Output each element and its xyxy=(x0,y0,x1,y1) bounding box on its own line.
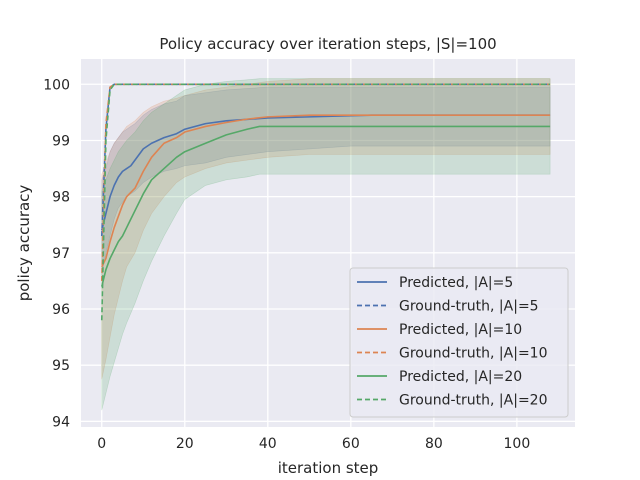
band-predicted-a-10 xyxy=(101,78,551,380)
y-tick-labels: 94 95 96 97 98 99 100 xyxy=(43,77,70,430)
series-lines xyxy=(100,83,551,321)
legend-label-predicted-a-5: Predicted, |A|=5 xyxy=(399,275,513,291)
y-tick-label: 96 xyxy=(52,302,70,318)
y-tick-label: 94 xyxy=(52,414,70,430)
grid xyxy=(81,59,575,427)
legend-label-predicted-a-20: Predicted, |A|=20 xyxy=(399,369,522,385)
chart-title: Policy accuracy over iteration steps, |S… xyxy=(159,35,496,53)
x-tick-labels: 0 20 40 60 80 100 xyxy=(97,436,530,452)
legend-label-predicted-a-10: Predicted, |A|=10 xyxy=(399,322,522,338)
band-predicted-a-20 xyxy=(101,78,551,411)
x-tick-label: 0 xyxy=(97,436,106,452)
legend-label-ground-truth-a-5: Ground-truth, |A|=5 xyxy=(399,299,539,315)
y-axis-label: policy accuracy xyxy=(15,185,33,302)
legend: Predicted, |A|=5 Ground-truth, |A|=5 Predi… xyxy=(349,267,569,418)
legend-label-ground-truth-a-20: Ground-truth, |A|=20 xyxy=(399,393,547,409)
legend-label-ground-truth-a-10: Ground-truth, |A|=10 xyxy=(399,346,547,362)
x-tick-label: 40 xyxy=(259,436,277,452)
line-predicted-a-10 xyxy=(101,114,551,268)
x-tick-label: 80 xyxy=(425,436,443,452)
y-tick-label: 98 xyxy=(52,190,70,206)
y-tick-label: 99 xyxy=(52,133,70,149)
line-predicted-a-20 xyxy=(100,125,551,287)
legend-box xyxy=(349,267,569,418)
line-predicted-a-5 xyxy=(100,114,551,231)
y-tick-label: 100 xyxy=(43,77,70,93)
x-tick-label: 20 xyxy=(176,436,194,452)
y-tick-label: 95 xyxy=(52,358,70,374)
x-axis-label: iteration step xyxy=(278,459,379,477)
x-tick-label: 60 xyxy=(342,436,360,452)
y-tick-label: 97 xyxy=(52,246,70,262)
x-tick-label: 100 xyxy=(504,436,531,452)
